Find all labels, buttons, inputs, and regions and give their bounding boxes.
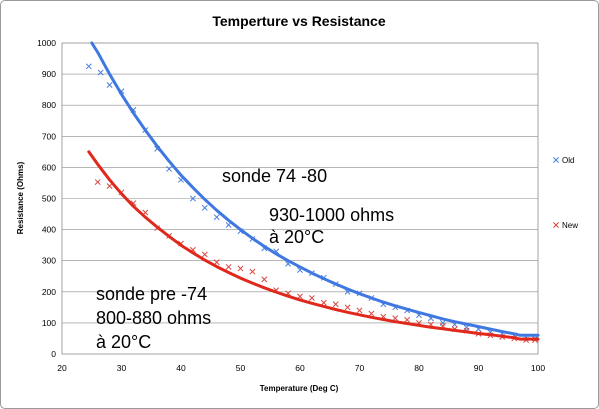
x-tick-labels: 20 30 40 50 60 70 80 90 100: [57, 363, 545, 373]
annotation-line: sonde 74 -80: [222, 166, 327, 186]
point-old: [97, 69, 104, 76]
y-tick-label: 700: [42, 131, 56, 141]
y-tick-label: 200: [42, 287, 56, 297]
point-new: [332, 301, 339, 308]
annotation: sonde 74 -80: [222, 166, 327, 186]
annotation: 930-1000 ohms à 20°C: [269, 205, 394, 247]
point-new: [94, 179, 101, 185]
trend-line-new: [87, 150, 540, 341]
y-tick-label: 500: [42, 194, 56, 204]
point-new: [201, 251, 208, 258]
x-tick-label: 90: [474, 363, 484, 373]
y-tick-label: 800: [42, 100, 56, 110]
annotation-line: 930-1000 ohms: [269, 205, 394, 225]
x-tick-label: 60: [295, 363, 305, 373]
y-tick-label: 300: [42, 256, 56, 266]
point-new: [106, 183, 113, 190]
legend: Old New: [553, 156, 578, 230]
legend-label-new: New: [562, 221, 578, 230]
point-new: [249, 268, 256, 275]
y-tick-label: 900: [42, 69, 56, 79]
point-new: [404, 316, 411, 323]
x-tick-label: 100: [531, 363, 545, 373]
y-axis-title: Resistance (Ohms): [16, 161, 25, 234]
point-old: [106, 82, 113, 88]
y-tick-label: 400: [42, 225, 56, 235]
point-new: [344, 304, 351, 311]
point-new: [368, 310, 375, 317]
x-tick-label: 20: [57, 363, 67, 373]
point-new: [308, 295, 315, 301]
y-tick-label: 0: [51, 349, 56, 359]
annotation-line: sonde pre -74: [96, 284, 207, 304]
x-tick-label: 80: [414, 363, 424, 373]
x-tick-label: 30: [117, 363, 127, 373]
point-new: [225, 263, 232, 270]
plot-area-border: [61, 42, 539, 355]
chart-title: Temperture vs Resistance: [212, 13, 385, 29]
y-tick-label: 1000: [37, 38, 56, 48]
point-old: [189, 195, 196, 202]
y-tick-label: 100: [42, 318, 56, 328]
point-old: [201, 204, 208, 211]
annotation-line: à 20°C: [96, 332, 151, 352]
x-axis-title: Temperature (Deg C): [260, 384, 339, 393]
point-new: [356, 307, 363, 314]
annotation-line: 800-880 ohms: [96, 308, 211, 328]
series-layer: [85, 41, 540, 343]
point-new: [261, 276, 268, 283]
x-tick-label: 50: [236, 363, 246, 373]
x-tick-label: 40: [176, 363, 186, 373]
legend-marker-new: [553, 222, 559, 228]
annotation-line: à 20°C: [269, 227, 324, 247]
point-old: [213, 214, 220, 221]
y-tick-labels: 0 100 200 300 400 500 600 700 800 900 1000: [37, 38, 56, 359]
annotation: sonde pre -74 800-880 ohms à 20°C: [96, 284, 211, 352]
trend-line-old: [90, 41, 540, 337]
y-tick-label: 600: [42, 162, 56, 172]
x-tick-label: 70: [355, 363, 365, 373]
point-new: [237, 265, 244, 272]
legend-label-old: Old: [562, 156, 574, 165]
legend-marker-old: [553, 157, 559, 163]
point-old: [166, 166, 173, 172]
series-new: [87, 150, 540, 343]
point-old: [85, 63, 92, 70]
